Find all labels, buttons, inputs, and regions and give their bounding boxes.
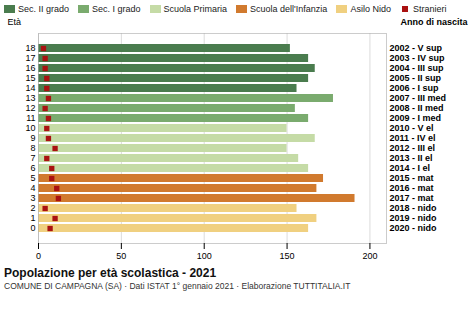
svg-text:2007 - III med: 2007 - III med [390,93,447,103]
svg-text:4: 4 [30,183,35,193]
svg-text:2006 - I sup: 2006 - I sup [390,83,440,93]
svg-text:2018 - nido: 2018 - nido [390,203,438,213]
svg-text:5: 5 [30,173,35,183]
svg-text:2015 - mat: 2015 - mat [390,173,434,183]
html-text:COMUNE DI CAMPAGNA (SA) · Dati: COMUNE DI CAMPAGNA (SA) · Dati ISTAT 1° … [4,281,351,291]
svg-text:2019 - nido: 2019 - nido [390,213,438,223]
html-text:Sec. I grado: Sec. I grado [92,4,141,14]
svg-text:150: 150 [280,251,295,261]
svg-text:12: 12 [25,103,35,113]
svg-text:15: 15 [25,73,35,83]
svg-text:11: 11 [26,113,35,123]
html-text:Scuola Primaria: Scuola Primaria [163,4,228,14]
svg-text:3: 3 [30,193,35,203]
svg-text:2011 - IV el: 2011 - IV el [390,133,436,143]
svg-text:Anno di nascita: Anno di nascita [400,17,468,27]
svg-text:17: 17 [25,53,35,63]
svg-text:2020 - nido: 2020 - nido [390,223,438,233]
svg-text:2014 - I el: 2014 - I el [390,163,431,173]
svg-text:9: 9 [30,133,35,143]
svg-text:2005 - II sup: 2005 - II sup [390,73,442,83]
html-text:Scuola dell'Infanzia: Scuola dell'Infanzia [250,4,328,14]
svg-text:2003 - IV sup: 2003 - IV sup [390,53,446,63]
svg-text:7: 7 [30,153,35,163]
svg-text:2016 - mat: 2016 - mat [390,183,434,193]
svg-text:0: 0 [30,223,35,233]
svg-text:6: 6 [30,163,35,173]
svg-text:2012 - III el: 2012 - III el [390,143,436,153]
svg-text:18: 18 [25,43,35,53]
svg-text:100: 100 [197,251,212,261]
svg-text:200: 200 [362,251,377,261]
svg-text:Età: Età [8,17,22,27]
svg-text:2008 - II med: 2008 - II med [390,103,444,113]
svg-text:2002 - V sup: 2002 - V sup [390,43,443,53]
svg-text:10: 10 [25,123,35,133]
html-text:Popolazione per età scolastica: Popolazione per età scolastica - 2021 [4,266,217,280]
svg-text:2009 - I med: 2009 - I med [390,113,442,123]
svg-text:16: 16 [25,63,35,73]
svg-text:2004 - III sup: 2004 - III sup [390,63,445,73]
svg-text:2013 - II el: 2013 - II el [390,153,433,163]
svg-text:2010 - V el: 2010 - V el [390,123,434,133]
svg-text:2: 2 [30,203,35,213]
svg-text:2017 - mat: 2017 - mat [390,193,434,203]
svg-text:14: 14 [25,83,35,93]
html-text:Sec. II grado: Sec. II grado [18,4,69,14]
svg-text:50: 50 [116,251,126,261]
svg-text:1: 1 [30,213,35,223]
html-text:Stranieri: Stranieri [412,4,447,14]
svg-text:13: 13 [25,93,35,103]
svg-text:0: 0 [36,251,41,261]
svg-text:8: 8 [30,143,35,153]
html-text:Asilo Nido: Asilo Nido [350,4,391,14]
